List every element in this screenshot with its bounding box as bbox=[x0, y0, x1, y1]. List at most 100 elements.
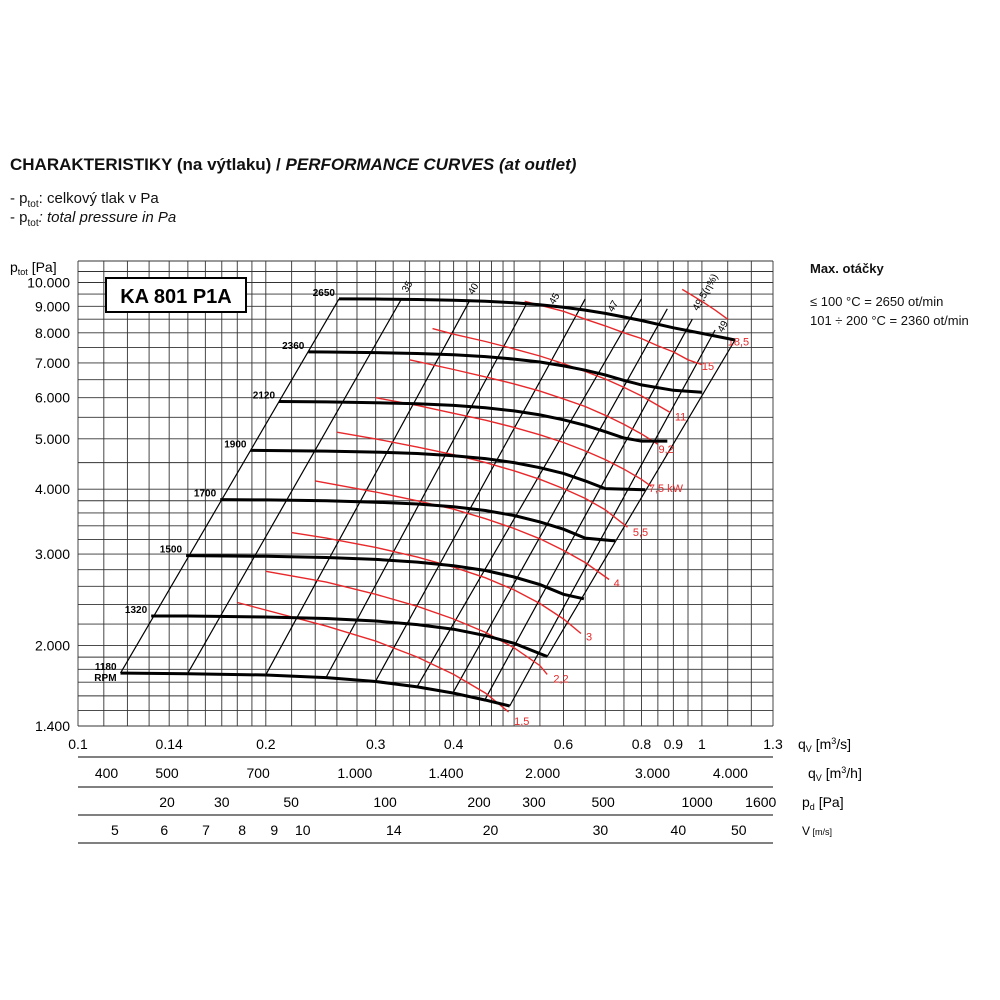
note-sub: tot bbox=[27, 218, 39, 229]
secondary-tick-label: 400 bbox=[95, 765, 119, 781]
secondary-tick-label: 1000 bbox=[681, 794, 712, 810]
power-curve bbox=[237, 601, 510, 713]
secondary-tick-label: 50 bbox=[283, 794, 299, 810]
speed-curve-label: 1180 bbox=[95, 662, 117, 673]
secondary-tick-label: 1600 bbox=[745, 794, 776, 810]
efficiency-label: 49,5(η%) bbox=[691, 272, 721, 313]
y-tick-label: 10.000 bbox=[27, 274, 70, 290]
speed-curve bbox=[151, 614, 548, 658]
speed-curve-label: 1900 bbox=[224, 439, 247, 450]
speed-curve bbox=[220, 498, 616, 543]
secondary-tick-label: 200 bbox=[467, 794, 491, 810]
power-curve bbox=[336, 431, 628, 528]
efficiency-line bbox=[119, 298, 340, 674]
power-curve-label: 5,5 bbox=[633, 527, 648, 539]
power-curve-label: 9,2 bbox=[659, 444, 674, 456]
note-sub: tot bbox=[27, 199, 39, 210]
secondary-tick-label: 9 bbox=[270, 822, 278, 838]
x-tick-label: 1 bbox=[698, 736, 706, 752]
efficiency-line bbox=[509, 329, 716, 707]
chart-title: KA 801 P1A bbox=[120, 286, 232, 308]
speed-curve-label: RPM bbox=[94, 673, 116, 684]
y-tick-label: 6.000 bbox=[35, 390, 70, 406]
secondary-tick-label: 100 bbox=[373, 794, 397, 810]
power-curve bbox=[432, 327, 671, 414]
secondary-tick-label: 30 bbox=[214, 794, 230, 810]
x-tick-label: 0.6 bbox=[554, 736, 574, 752]
efficiency-line bbox=[453, 308, 668, 692]
secondary-tick-label: 500 bbox=[591, 794, 615, 810]
power-curve-label: 7,5 kW bbox=[649, 483, 684, 495]
efficiency-line bbox=[325, 302, 528, 678]
speed-curve bbox=[308, 350, 702, 394]
x-tick-label: 1.3 bbox=[763, 736, 783, 752]
secondary-tick-label: 2.000 bbox=[525, 765, 560, 781]
secondary-tick-label: 300 bbox=[522, 794, 546, 810]
speed-curve-label: 2120 bbox=[253, 391, 276, 402]
secondary-tick-label: 40 bbox=[671, 822, 687, 838]
power-curve-label: 3 bbox=[586, 632, 592, 644]
efficiency-label: 47 bbox=[606, 299, 621, 315]
efficiency-line bbox=[265, 299, 471, 676]
speed-curve-label: 1320 bbox=[125, 605, 148, 616]
secondary-tick-label: 14 bbox=[386, 822, 402, 838]
secondary-tick-label: 1.000 bbox=[337, 765, 372, 781]
power-curve bbox=[524, 300, 703, 366]
note-text: : total pressure in Pa bbox=[38, 209, 177, 226]
power-curve bbox=[681, 288, 729, 320]
x-tick-label: 0.14 bbox=[156, 736, 183, 752]
speed-curve-label: 2360 bbox=[282, 341, 305, 352]
power-curve bbox=[375, 397, 652, 487]
efficiency-line bbox=[416, 298, 642, 687]
page-title-normal: CHARAKTERISTIKY (na výtlaku) / bbox=[10, 155, 286, 174]
y-tick-label: 1.400 bbox=[35, 718, 70, 734]
y-tick-label: 8.000 bbox=[35, 325, 70, 341]
speed-curve-label: 2650 bbox=[313, 288, 336, 299]
max-speed-title: Max. otáčky bbox=[810, 261, 884, 276]
secondary-tick-label: 30 bbox=[593, 822, 609, 838]
secondary-tick-label: 7 bbox=[202, 822, 210, 838]
x-tick-label: 0.3 bbox=[366, 736, 386, 752]
x-tick-label: 0.4 bbox=[444, 736, 464, 752]
page-title-italic: PERFORMANCE CURVES (at outlet) bbox=[285, 155, 577, 174]
y-tick-label: 2.000 bbox=[35, 638, 70, 654]
power-curve-label: 2,2 bbox=[553, 673, 568, 685]
power-curve-label: 15 bbox=[702, 361, 714, 373]
efficiency-label: 40 bbox=[466, 281, 481, 297]
x-tick-label: 0.8 bbox=[632, 736, 652, 752]
secondary-tick-label: 6 bbox=[160, 822, 168, 838]
y-tick-label: 3.000 bbox=[35, 546, 70, 562]
secondary-tick-label: 3.000 bbox=[635, 765, 670, 781]
secondary-tick-label: 8 bbox=[238, 822, 246, 838]
y-tick-label: 5.000 bbox=[35, 431, 70, 447]
page-title: CHARAKTERISTIKY (na výtlaku) / PERFORMAN… bbox=[10, 155, 576, 175]
efficiency-label: 49 bbox=[716, 319, 731, 335]
speed-curve bbox=[186, 554, 585, 601]
power-curve bbox=[409, 359, 659, 445]
max-speed-line: 101 ÷ 200 °C = 2360 ot/min bbox=[810, 313, 969, 328]
y-axis-label: ptot [Pa] bbox=[10, 259, 57, 277]
y-tick-label: 4.000 bbox=[35, 481, 70, 497]
efficiency-line bbox=[187, 298, 403, 674]
y-tick-label: 9.000 bbox=[35, 298, 70, 314]
efficiency-line bbox=[484, 318, 693, 699]
secondary-tick-label: 20 bbox=[483, 822, 499, 838]
speed-curve-label: 1700 bbox=[194, 489, 217, 500]
secondary-tick-label: 5 bbox=[111, 822, 119, 838]
secondary-tick-label: 4.000 bbox=[713, 765, 748, 781]
note-total-pressure-en: - ptot: total pressure in Pa bbox=[10, 209, 176, 229]
speed-curve bbox=[278, 400, 668, 443]
note-text: : celkový tlak v Pa bbox=[38, 190, 159, 207]
max-speed-line: ≤ 100 °C = 2650 ot/min bbox=[810, 294, 944, 309]
speed-curve bbox=[338, 297, 736, 342]
note-prefix: - p bbox=[10, 209, 28, 226]
secondary-axis-label: pd [Pa] bbox=[802, 794, 844, 812]
note-prefix: - p bbox=[10, 190, 28, 207]
secondary-tick-label: 500 bbox=[155, 765, 179, 781]
x-tick-label: 0.2 bbox=[256, 736, 276, 752]
power-curve bbox=[291, 531, 582, 635]
x-tick-label: 0.1 bbox=[68, 736, 88, 752]
speed-curve-label: 1500 bbox=[160, 545, 183, 556]
x-axis-label: qV [m3/s] bbox=[798, 736, 851, 754]
efficiency-label: 35 bbox=[400, 279, 415, 295]
